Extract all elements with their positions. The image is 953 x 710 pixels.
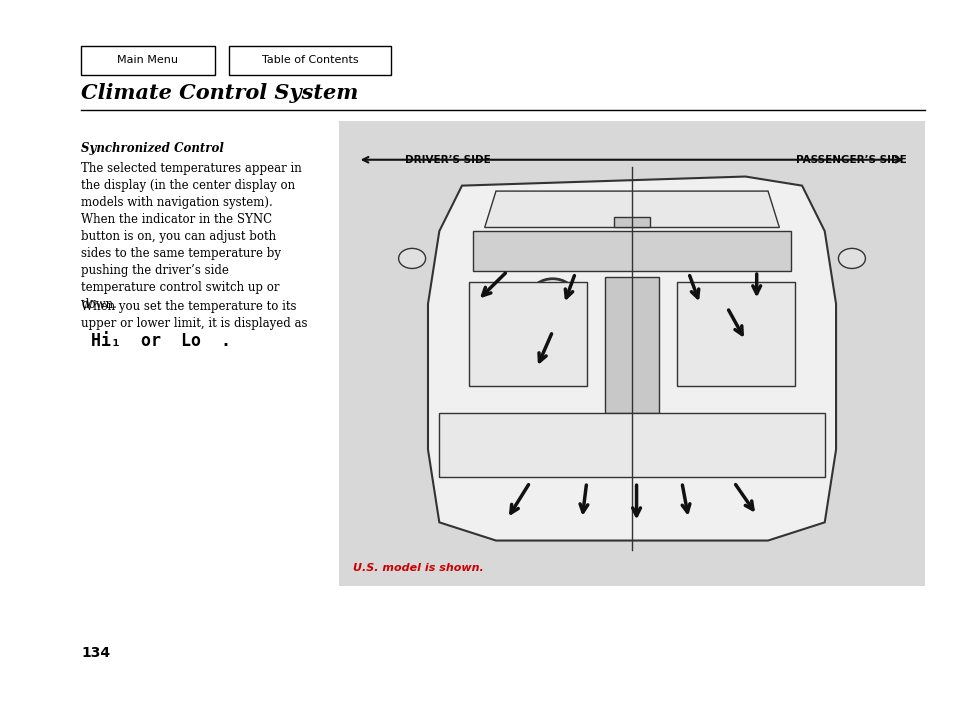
Text: Hi₁  or  Lo  .: Hi₁ or Lo . [91, 332, 231, 350]
Circle shape [838, 248, 864, 268]
PathPatch shape [428, 177, 835, 540]
FancyBboxPatch shape [229, 46, 391, 75]
Text: The selected temperatures appear in
the display (in the center display on
models: The selected temperatures appear in the … [81, 162, 301, 311]
PathPatch shape [484, 191, 779, 227]
PathPatch shape [604, 277, 659, 413]
PathPatch shape [613, 217, 650, 227]
Text: 134: 134 [81, 646, 111, 660]
Text: Climate Control System: Climate Control System [81, 83, 358, 103]
Text: Synchronized Control: Synchronized Control [81, 142, 224, 155]
Text: When you set the temperature to its
upper or lower limit, it is displayed as: When you set the temperature to its uppe… [81, 300, 307, 330]
Text: Table of Contents: Table of Contents [261, 55, 358, 65]
PathPatch shape [439, 413, 823, 477]
Text: DRIVER’S SIDE: DRIVER’S SIDE [405, 155, 491, 165]
PathPatch shape [468, 282, 586, 386]
PathPatch shape [473, 231, 790, 271]
Text: Main Menu: Main Menu [117, 55, 178, 65]
PathPatch shape [677, 282, 795, 386]
Circle shape [398, 248, 425, 268]
Text: U.S. model is shown.: U.S. model is shown. [353, 563, 483, 573]
Bar [338, 121, 924, 586]
FancyBboxPatch shape [81, 46, 214, 75]
Text: PASSENGER’S SIDE: PASSENGER’S SIDE [795, 155, 905, 165]
